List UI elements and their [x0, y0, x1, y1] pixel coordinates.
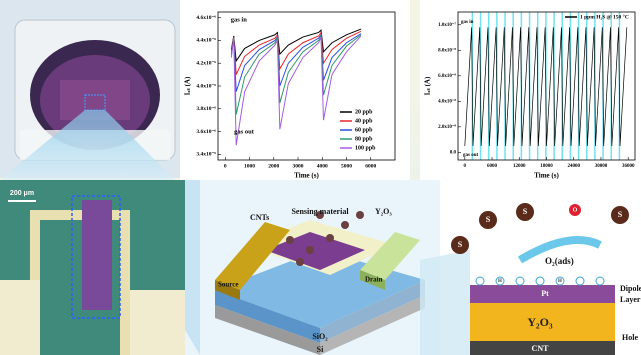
x-tick-label: 24000 — [567, 164, 580, 169]
legend-label: 1 ppm H₂S @ 150 °C — [580, 13, 629, 20]
x-tick-label: 12000 — [513, 164, 526, 169]
y-tick-label: 4.4x10⁻⁶ — [196, 38, 216, 44]
label-si: Si — [317, 345, 324, 354]
label-cnt: CNT — [532, 344, 550, 353]
legend-label: 60 ppb — [355, 127, 373, 133]
atom-label: S — [458, 240, 463, 249]
atom-label: H — [558, 279, 562, 284]
x-tick-label: 4000 — [317, 163, 328, 169]
x-tick-label: 3000 — [293, 163, 304, 169]
label-o2: O₂(ads) — [545, 256, 574, 266]
y-tick-label: 4.0x10⁻⁶ — [196, 83, 216, 89]
legend-label: 40 ppb — [355, 118, 373, 124]
x-axis-label: Time (s) — [294, 172, 319, 180]
legend-label: 100 ppb — [355, 145, 376, 151]
y-tick-label: 0.0 — [450, 150, 457, 155]
legend-label: 80 ppb — [355, 136, 373, 142]
x-tick-label: 30000 — [595, 164, 608, 169]
legend-label: 20 ppb — [355, 109, 373, 115]
atom-label: S — [523, 207, 528, 216]
x-tick-label: 2000 — [268, 163, 279, 169]
annotation: gas out — [463, 153, 478, 158]
label-source: Source — [218, 281, 238, 289]
scale-bar-label: 200 μm — [10, 190, 34, 197]
y-tick-label: 4.6x10⁻⁶ — [196, 15, 216, 21]
y-tick-label: 2.0x10⁻⁸ — [438, 124, 456, 130]
atom-label: S — [486, 215, 491, 224]
label-sensing: Sensing material — [291, 207, 349, 216]
label-sio2: SiO₂ — [312, 332, 328, 341]
label-drain: Drain — [365, 276, 383, 284]
x-tick-label: 5000 — [341, 163, 352, 169]
figure: 200 μm CNTs Sensing material Y₂O₃ Source… — [0, 0, 641, 355]
y-tick-label: 1.0x10⁻⁷ — [438, 22, 456, 28]
label-cnts: CNTs — [250, 213, 269, 222]
annotation: gas in — [461, 20, 474, 25]
x-tick-label: 6000 — [487, 164, 498, 169]
atom-label: O — [573, 207, 578, 213]
zoom-beam — [185, 180, 200, 355]
y-axis-label: Iₔₛ (A) — [424, 76, 432, 95]
atom-label: H — [498, 279, 502, 284]
x-axis-label: Time (s) — [534, 172, 559, 180]
y-tick-label: 4.0x10⁻⁸ — [438, 98, 456, 104]
label-oxide: Y₂O₃ — [527, 315, 553, 329]
y-tick-label: 8.0x10⁻⁸ — [438, 47, 456, 53]
y-axis-label: Iₔₛ (A) — [184, 76, 192, 95]
label-oxide: Y₂O₃ — [375, 207, 392, 216]
label-dipole: Dipole — [620, 284, 641, 293]
x-tick-label: 1000 — [244, 163, 255, 169]
x-tick-label: 18000 — [540, 164, 553, 169]
annotation: gas in — [231, 16, 247, 23]
atom-label: S — [618, 210, 623, 219]
label-hole: Hole — [622, 333, 638, 342]
y-tick-label: 3.8x10⁻⁶ — [196, 106, 216, 112]
label-pt: Pt — [541, 289, 549, 298]
micrograph: 200 μm — [0, 180, 185, 355]
y-tick-label: 4.2x10⁻⁶ — [196, 60, 216, 66]
label-layer: Layer — [620, 295, 641, 304]
y-tick-label: 3.4x10⁻⁶ — [196, 152, 216, 158]
x-tick-label: 36000 — [622, 164, 635, 169]
y-tick-label: 3.6x10⁻⁶ — [196, 129, 216, 135]
device: CNTs Sensing material Y₂O₃ Source Drain … — [185, 180, 440, 355]
mechanism: S S S S O H H O₂(ads) Pt Dipole Layer Y₂… — [420, 180, 641, 355]
x-tick-label: 0 — [224, 163, 227, 169]
annotation: gas out — [234, 128, 255, 135]
x-tick-label: 6000 — [365, 163, 376, 169]
y-tick-label: 6.0x10⁻⁸ — [438, 73, 456, 79]
